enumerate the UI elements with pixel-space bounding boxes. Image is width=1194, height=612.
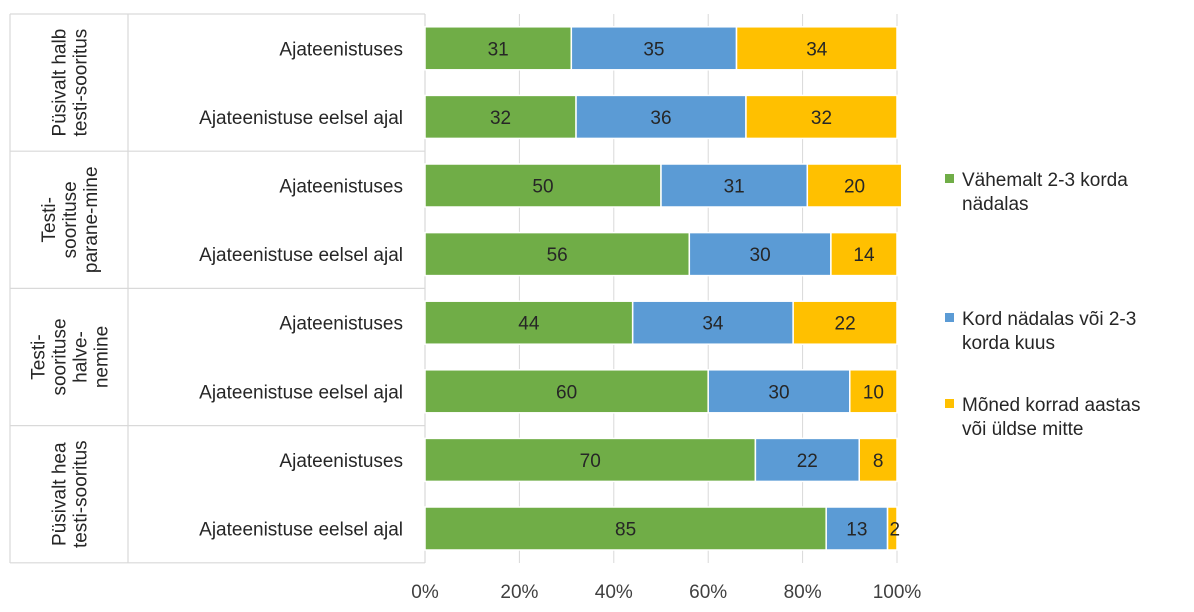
data-label: 13 <box>846 520 867 541</box>
group-label: Testi-soorituseparane-mine <box>39 166 102 273</box>
category-label: Ajateenistuse eelsel ajal <box>199 520 403 541</box>
bar-segment <box>849 369 898 414</box>
legend-entry: Vähemalt 2-3 korda nädalas <box>962 170 1128 215</box>
bars <box>424 26 903 551</box>
legend-swatch <box>945 174 954 183</box>
bar-segment <box>707 369 851 414</box>
legend-swatch <box>945 399 954 408</box>
category-label: Ajateenistuses <box>279 314 403 335</box>
category-label: Ajateenistuses <box>279 451 403 472</box>
group-label-line: soorituse <box>60 181 81 258</box>
data-label: 44 <box>518 314 540 335</box>
bar-segment <box>745 94 898 140</box>
x-tick-label: 60% <box>689 582 727 603</box>
data-label: 22 <box>835 314 856 335</box>
legend-entry-line: või üldse mitte <box>962 419 1083 440</box>
bar-segment <box>806 163 903 208</box>
data-label: 8 <box>873 451 884 472</box>
group-label-line: soorituse <box>50 318 71 395</box>
x-tick-label: 40% <box>595 582 633 603</box>
data-label: 2 <box>890 520 901 541</box>
bar-segment <box>886 506 898 551</box>
bar-segment <box>830 231 898 277</box>
legend-entry-line: Vähemalt 2-3 korda <box>962 170 1128 191</box>
x-tick-label: 0% <box>411 582 439 603</box>
group-label-line: testi-sooritus <box>71 440 92 548</box>
legend-swatch <box>945 313 954 322</box>
bar-segment <box>424 369 709 414</box>
group-label-line: nemine <box>92 326 113 388</box>
legend-entry: Kord nädalas või 2-3 korda kuus <box>962 309 1136 354</box>
group-label-line: Püsivalt hea <box>50 442 71 546</box>
bar-segment <box>735 26 898 71</box>
data-label: 30 <box>750 245 771 266</box>
bar-segment <box>688 231 832 277</box>
data-label: 50 <box>532 177 553 198</box>
bar-segment <box>858 437 898 483</box>
data-label: 30 <box>768 382 789 403</box>
group-label: Püsivalt halbtesti-sooritus <box>50 29 92 137</box>
data-label: 70 <box>580 451 601 472</box>
group-label-line: Testi- <box>39 197 60 242</box>
data-label: 32 <box>490 108 511 129</box>
data-label: 56 <box>547 245 568 266</box>
legend-entry-line: Mõned korrad aastas <box>962 395 1141 416</box>
data-label: 20 <box>844 177 865 198</box>
bar-segment <box>424 437 757 483</box>
category-label: Ajateenistuses <box>279 177 403 198</box>
legend: Vähemalt 2-3 korda nädalas Kord nädalas võ… <box>945 170 1141 440</box>
bar-segment <box>792 300 898 345</box>
x-tick-label: 20% <box>500 582 538 603</box>
bar-segment <box>424 26 573 71</box>
data-label: 31 <box>488 39 509 60</box>
group-label-line: parane-mine <box>81 166 102 273</box>
legend-entry-line: Kord nädalas või 2-3 <box>962 309 1136 330</box>
category-labels: Ajateenistuses Ajateenistuse eelsel ajal A… <box>199 39 403 540</box>
data-label: 14 <box>853 245 875 266</box>
data-label: 35 <box>643 39 664 60</box>
group-label: Püsivalt heatesti-sooritus <box>50 440 92 548</box>
data-label: 22 <box>797 451 818 472</box>
data-label: 34 <box>702 314 724 335</box>
group-label-line: Testi- <box>29 334 50 379</box>
category-label: Ajateenistuse eelsel ajal <box>199 108 403 129</box>
legend-entry: Mõned korrad aastas või üldse mitte <box>962 395 1141 440</box>
bar-segment <box>825 506 889 551</box>
data-label: 32 <box>811 108 832 129</box>
category-label: Ajateenistuses <box>279 39 403 60</box>
data-label: 34 <box>806 39 828 60</box>
group-label: Testi-sooritusehalve-nemine <box>29 318 113 395</box>
x-tick-label: 100% <box>873 582 922 603</box>
data-label: 31 <box>724 177 745 198</box>
data-label: 85 <box>615 520 636 541</box>
group-label-line: testi-sooritus <box>71 29 92 137</box>
legend-entry-line: korda kuus <box>962 333 1055 354</box>
category-label: Ajateenistuse eelsel ajal <box>199 245 403 266</box>
x-tick-label: 80% <box>784 582 822 603</box>
data-label: 60 <box>556 382 577 403</box>
bar-segment <box>424 231 691 277</box>
data-label: 36 <box>650 108 671 129</box>
bar-segment <box>424 163 662 208</box>
legend-entry-line: nädalas <box>962 194 1029 215</box>
group-labels: Püsivalt halbtesti-sooritusTesti-sooritu… <box>29 29 113 548</box>
group-label-line: halve- <box>71 331 92 383</box>
group-label-line: Püsivalt halb <box>50 29 71 137</box>
category-label: Ajateenistuse eelsel ajal <box>199 382 403 403</box>
bar-segment <box>424 506 827 551</box>
x-axis-tick-labels: 0% 20% 40% 60% 80% 100% <box>411 582 921 603</box>
bar-segment <box>660 163 809 208</box>
data-label: 10 <box>863 382 884 403</box>
row-separators <box>9 13 426 564</box>
